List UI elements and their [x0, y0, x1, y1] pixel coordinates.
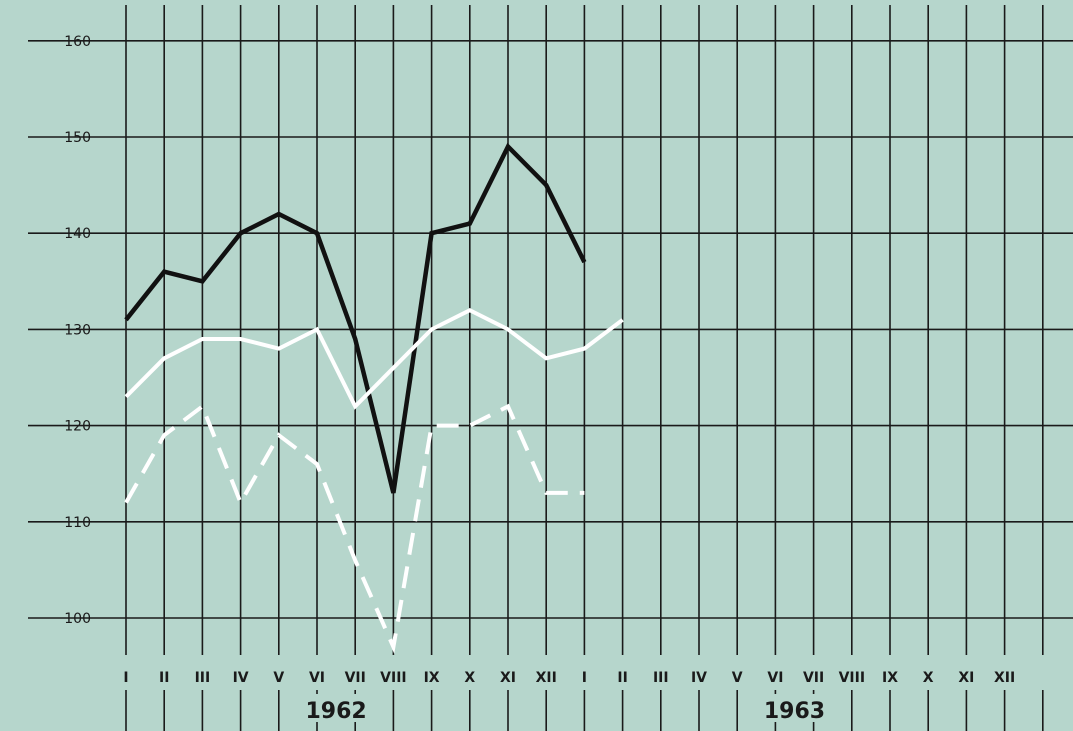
x-tick-label: III [653, 670, 669, 686]
x-tick-label-bg [147, 666, 182, 686]
x-tick-label: VII [345, 670, 366, 686]
year-label-bg [762, 694, 827, 722]
x-tick-label-bg [796, 666, 831, 686]
x-tick-label-bg [529, 666, 564, 686]
y-tick-label: 110 [64, 515, 91, 531]
x-tick-label-bg [414, 666, 449, 686]
x-tick-label-bg [300, 666, 334, 686]
x-tick-label-bg [185, 666, 220, 686]
x-tick-label: X [464, 670, 475, 686]
x-tick-label: IX [424, 670, 440, 686]
x-tick-label: III [195, 670, 211, 686]
x-tick-label: VI [767, 670, 783, 686]
year-label-bg [304, 694, 369, 722]
x-tick-label: VIII [380, 670, 406, 686]
x-tick-label-bg [720, 666, 755, 686]
x-tick-label-bg [452, 666, 487, 686]
x-tick-label-bg [834, 666, 869, 686]
x-tick-label: II [617, 670, 627, 686]
series [124, 142, 624, 654]
x-tick-label-bg [491, 666, 525, 686]
x-tick-label: XII [536, 670, 557, 686]
x-tick-label-bg [605, 666, 640, 686]
grid [28, 5, 1073, 731]
x-tick-label-bg [873, 666, 907, 686]
y-tick-label: 100 [64, 611, 91, 627]
year-label: 1962 [305, 699, 366, 724]
x-tick-label-bg [109, 666, 143, 686]
x-tick-label-bg [338, 666, 373, 686]
x-tick-label: VII [803, 670, 824, 686]
series-line-1 [124, 142, 587, 494]
x-tick-label-bg [682, 666, 716, 686]
y-tick-label: 150 [64, 130, 91, 146]
x-axis: I II III IV V VI VII VIII IX X XI XII I II III IV V VI VII… [109, 666, 1022, 724]
x-tick-label: XII [994, 670, 1015, 686]
y-tick-label: 120 [64, 419, 91, 435]
x-tick-label: XI [958, 670, 974, 686]
x-tick-label: V [732, 670, 743, 686]
x-tick-label-bg [567, 666, 602, 686]
y-tick-label: 140 [64, 226, 91, 242]
x-tick-label: X [923, 670, 934, 686]
x-tick-label-bg [223, 666, 258, 686]
y-tick-label: 130 [64, 322, 91, 338]
year-label: 1963 [764, 699, 825, 724]
x-tick-label: XI [500, 670, 516, 686]
x-tick-label-bg [911, 666, 946, 686]
x-tick-label-bg [987, 666, 1022, 686]
x-tick-label: IV [233, 670, 249, 686]
x-tick-label-bg [376, 666, 411, 686]
x-tick-label: IX [882, 670, 898, 686]
y-tick-label: 160 [64, 34, 91, 50]
x-tick-label-bg [949, 666, 984, 686]
x-tick-label: I [123, 670, 128, 686]
x-tick-label-bg [261, 666, 296, 686]
x-tick-label-bg [643, 666, 678, 686]
x-tick-label: IV [691, 670, 707, 686]
y-axis: 100 110 120 130 140 150 160 [64, 34, 91, 627]
x-tick-label-bg [758, 666, 793, 686]
series-line-3 [124, 403, 585, 654]
x-tick-label: VI [309, 670, 325, 686]
x-tick-label: II [159, 670, 169, 686]
x-tick-label: V [273, 670, 284, 686]
series-line-2 [124, 307, 624, 410]
x-tick-label: I [582, 670, 587, 686]
x-tick-label: VIII [839, 670, 865, 686]
